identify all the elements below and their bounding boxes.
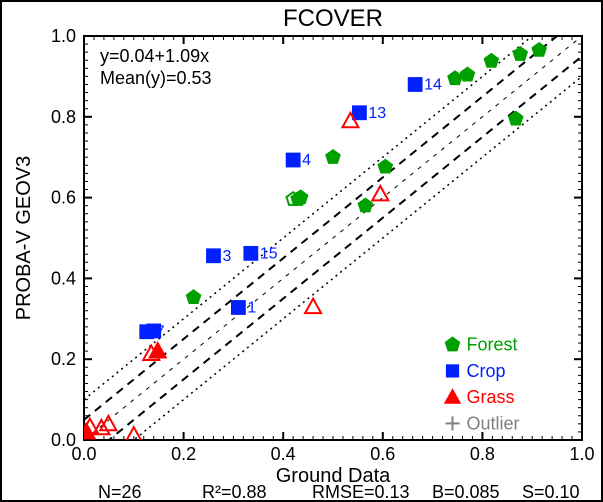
- svg-text:y=0.04+1.09x: y=0.04+1.09x: [100, 46, 209, 66]
- svg-text:4: 4: [302, 152, 311, 169]
- svg-text:Mean(y)=0.53: Mean(y)=0.53: [100, 68, 212, 88]
- svg-text:0.8: 0.8: [51, 107, 76, 127]
- svg-text:0.6: 0.6: [51, 188, 76, 208]
- svg-text:Forest: Forest: [467, 335, 518, 355]
- svg-text:0.2: 0.2: [171, 444, 196, 464]
- svg-text:S=0.10: S=0.10: [522, 482, 580, 500]
- svg-text:Crop: Crop: [467, 361, 506, 381]
- svg-text:R²=0.88: R²=0.88: [202, 482, 267, 500]
- svg-text:PROBA-V GEOV3: PROBA-V GEOV3: [13, 156, 35, 321]
- chart-container: { "title": "FCOVER", "xlabel": "Ground D…: [0, 0, 603, 502]
- svg-text:N=26: N=26: [98, 482, 142, 500]
- svg-text:0.8: 0.8: [470, 444, 495, 464]
- svg-text:3: 3: [222, 248, 231, 265]
- svg-text:Outlier: Outlier: [467, 413, 520, 433]
- svg-text:15: 15: [260, 245, 278, 262]
- svg-text:0.4: 0.4: [51, 268, 76, 288]
- svg-text:14: 14: [424, 76, 442, 93]
- svg-text:1: 1: [247, 299, 256, 316]
- svg-text:Grass: Grass: [467, 387, 515, 407]
- svg-text:1.0: 1.0: [51, 26, 76, 46]
- svg-text:RMSE=0.13: RMSE=0.13: [312, 482, 410, 500]
- svg-text:1.0: 1.0: [569, 444, 594, 464]
- svg-text:0.6: 0.6: [370, 444, 395, 464]
- svg-text:0.0: 0.0: [51, 430, 76, 450]
- scatter-plot: 0.00.00.20.20.40.40.60.60.80.81.01.0FCOV…: [2, 2, 601, 500]
- svg-text:B=0.085: B=0.085: [432, 482, 500, 500]
- svg-text:13: 13: [368, 105, 386, 122]
- svg-text:0.4: 0.4: [271, 444, 296, 464]
- svg-text:0.2: 0.2: [51, 349, 76, 369]
- svg-text:FCOVER: FCOVER: [283, 5, 383, 32]
